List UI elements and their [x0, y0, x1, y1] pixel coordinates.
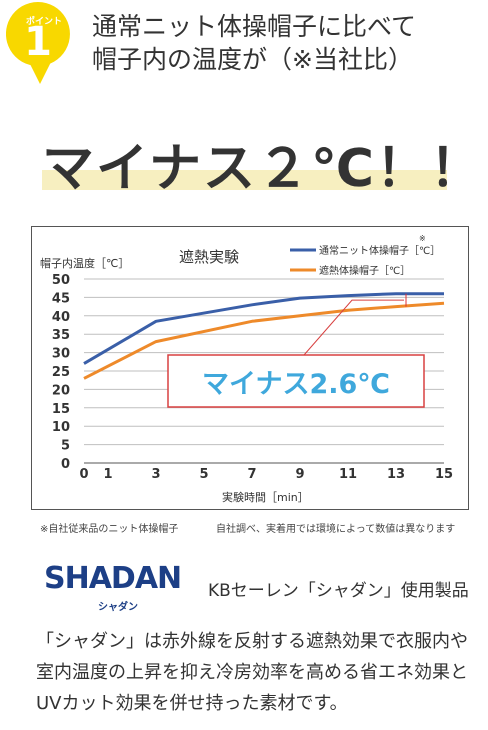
difference-annotation: マイナス2.6℃ [167, 293, 425, 408]
point-badge: ポイント 1 [5, 2, 76, 86]
x-tick-label: 11 [339, 467, 357, 482]
series-lines [83, 292, 445, 380]
marker-highlight [42, 170, 447, 190]
series-line-normal [83, 292, 444, 365]
headline-line-1: 通常ニット体操帽子に比べて [92, 12, 417, 41]
grid [84, 278, 444, 464]
x-tick-label: 7 [247, 467, 256, 482]
annotation-box [167, 354, 425, 408]
legend-label-normal: 通常ニット体操帽子［℃］ [319, 244, 440, 257]
annotation-text: マイナス2.6℃ [202, 369, 390, 400]
headline-line-2: 帽子内の温度が（※当社比） [92, 45, 413, 74]
x-tick-label: 13 [387, 467, 405, 482]
x-tick-label: 1 [103, 467, 112, 482]
series-line-heat-shield [83, 301, 445, 380]
chart-title: 遮熱実験 [179, 248, 239, 266]
footnote-right: 自社調べ、実着用では環境によって数値は異なります [216, 524, 456, 535]
shadan-logo: SHADAN [44, 561, 182, 596]
badge-number: 1 [24, 19, 52, 65]
minus-banner-text: マイナス２℃！！ [42, 139, 484, 199]
y-tick-label: 35 [52, 328, 70, 343]
y-tick-labels: 0 5 10 15 20 25 30 35 40 45 50 [52, 273, 70, 472]
legend: 通常ニット体操帽子［℃］ ※ 遮熱体操帽子［℃］ [290, 234, 440, 277]
product-label: KBセーレン「シャダン」使用製品 [208, 581, 469, 601]
y-axis-label: 帽子内温度［℃］ [40, 256, 129, 270]
legend-label-heat-shield: 遮熱体操帽子［℃］ [319, 264, 410, 277]
y-tick-label: 10 [52, 420, 70, 435]
x-tick-labels: 0 1 3 5 7 9 11 13 15 [79, 467, 453, 482]
y-tick-label: 50 [52, 273, 70, 288]
annotation-leader [303, 299, 404, 356]
y-tick-label: 25 [52, 365, 70, 380]
y-tick-label: 5 [61, 439, 70, 454]
footnote-left: ※自社従来品のニット体操帽子 [40, 524, 179, 535]
x-tick-label: 5 [199, 467, 208, 482]
y-tick-label: 15 [52, 402, 70, 417]
y-tick-label: 30 [52, 347, 70, 362]
x-tick-label: 9 [295, 467, 304, 482]
x-axis-label: 実験時間［min］ [222, 490, 309, 504]
y-tick-label: 40 [52, 310, 70, 325]
y-tick-label: 20 [52, 383, 70, 398]
x-tick-label: 15 [435, 467, 453, 482]
chart-frame: 0 5 10 15 20 25 30 35 40 45 50 0 1 3 5 7 9 11 13 15 帽子内温度［… [31, 226, 469, 510]
shadan-logo-kana: シャダン [98, 602, 138, 613]
x-tick-label: 3 [151, 467, 160, 482]
legend-note-mark: ※ [419, 234, 426, 243]
description-text: 「シャダン」は赤外線を反射する遮熱効果で衣服内や室内温度の上昇を抑え冷房効率を高… [36, 631, 468, 714]
y-tick-label: 0 [61, 457, 70, 472]
badge-label: ポイント [25, 17, 62, 27]
headline: 通常ニット体操帽子に比べて 帽子内の温度が（※当社比） [92, 10, 416, 76]
x-tick-label: 0 [79, 467, 88, 482]
badge-shape [5, 2, 70, 84]
y-tick-label: 45 [52, 291, 70, 306]
minus-banner: マイナス２℃！！ [36, 120, 482, 200]
